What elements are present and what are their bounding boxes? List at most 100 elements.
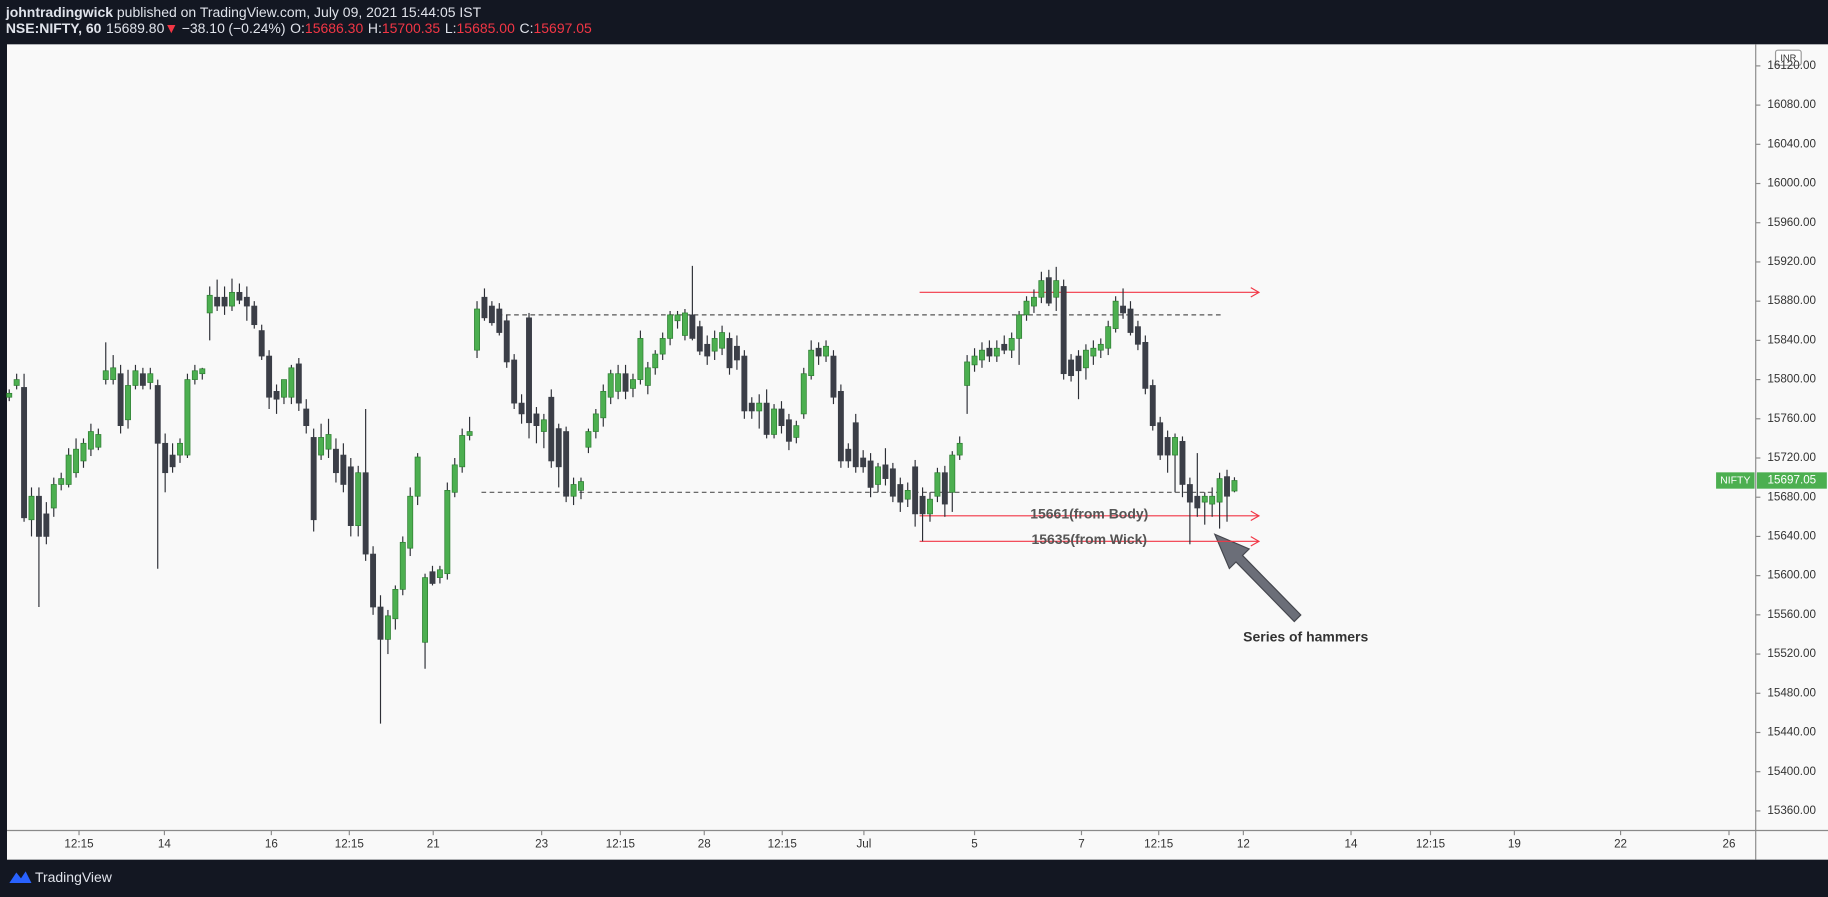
candle-body — [199, 368, 206, 375]
candle-body — [652, 353, 659, 369]
candle-body — [927, 498, 933, 515]
candle-body — [644, 367, 651, 386]
candle-body — [1053, 280, 1060, 298]
candle-body — [451, 464, 458, 493]
candle-body — [956, 442, 963, 456]
x-tick-label: 19 — [1508, 838, 1521, 851]
y-tick-label: 15760.00 — [1767, 412, 1816, 425]
candle-body — [80, 442, 87, 462]
candle-body — [756, 402, 763, 412]
y-tick-label: 15640.00 — [1767, 530, 1816, 543]
candle-body — [332, 448, 339, 474]
ohlc-value: 15697.05 — [534, 20, 593, 36]
x-tick-label: 7 — [1078, 838, 1084, 851]
candle-body — [719, 332, 726, 349]
direction: ▼ — [164, 20, 178, 36]
candle-body — [474, 308, 480, 351]
candle-body — [399, 541, 406, 590]
candle-body — [578, 481, 584, 491]
candle-body — [1016, 314, 1023, 339]
candle-body — [1142, 341, 1149, 389]
candle-body — [1157, 422, 1164, 456]
ohlc-value: 15686.30 — [305, 20, 364, 36]
candle-body — [488, 305, 495, 324]
y-tick-label: 15840.00 — [1767, 333, 1816, 346]
publish-line: johntradingwick published on TradingView… — [5, 4, 482, 20]
x-tick-label: 23 — [535, 838, 548, 851]
candle-body — [630, 379, 636, 389]
candle-body — [184, 379, 191, 456]
candle-body — [823, 345, 829, 357]
candle-body — [1008, 338, 1015, 351]
candle-body — [919, 495, 926, 515]
candle-body — [964, 361, 971, 386]
y-tick-label: 15600.00 — [1767, 569, 1816, 582]
x-tick-label: 12 — [1237, 838, 1250, 851]
candle-body — [808, 349, 815, 377]
candle-body — [295, 363, 302, 404]
candle-body — [177, 442, 183, 456]
candle-body — [169, 454, 176, 468]
candle-body — [726, 338, 733, 369]
candle-body — [934, 472, 941, 497]
symbol-line: NSE:NIFTY, 60 15689.80▼ −38.10 (−0.24%) O:15… — [6, 20, 592, 36]
x-tick-label: 12:15 — [1416, 838, 1445, 851]
last-price-box — [1756, 472, 1827, 489]
candle-body — [28, 495, 35, 521]
candle-body — [526, 317, 532, 424]
note: Series of hammers — [1243, 629, 1368, 645]
y-tick-label: 16120.00 — [1767, 59, 1816, 72]
arrow-head — [1250, 287, 1261, 298]
y-tick-label: 15440.00 — [1767, 726, 1816, 739]
candle-body — [830, 355, 837, 398]
candle-body — [696, 326, 703, 352]
candle-body — [1201, 495, 1208, 503]
candle-body — [793, 425, 800, 438]
y-tick-label: 15360.00 — [1767, 804, 1816, 817]
ohlc-key: H: — [368, 20, 382, 36]
candle-body — [548, 396, 555, 462]
candle-body — [110, 367, 117, 380]
x-tick-label: 12:15 — [1144, 838, 1173, 851]
candle-body — [867, 460, 874, 488]
candle-body — [800, 373, 807, 415]
candle-body — [1186, 484, 1193, 503]
candle-body — [1194, 495, 1201, 509]
author: johntradingwick — [5, 4, 113, 20]
price: 15689.80 — [106, 20, 165, 36]
y-tick-label: 15520.00 — [1767, 647, 1816, 660]
candle-body — [154, 385, 161, 444]
change-pct: (−0.24%) — [228, 20, 285, 36]
y-tick-label: 16040.00 — [1767, 137, 1816, 150]
candle-body — [815, 347, 822, 357]
candle-body — [251, 305, 258, 326]
ohlc-value: 15685.00 — [457, 20, 516, 36]
candle-body — [340, 454, 347, 485]
candle-body — [281, 379, 287, 398]
last-price: 15697.05 — [1768, 474, 1817, 487]
arrow-head — [1250, 510, 1261, 522]
candle-body — [533, 413, 540, 427]
y-tick-label: 15880.00 — [1767, 294, 1816, 307]
candle-body — [303, 408, 310, 427]
candle-body — [689, 314, 696, 339]
candle-body — [1045, 277, 1052, 304]
candle-body — [771, 408, 778, 435]
candle-body — [318, 437, 325, 456]
candle-body — [904, 490, 911, 500]
candle-body — [496, 308, 503, 333]
arrow-head — [1250, 536, 1261, 547]
candle-body — [65, 454, 72, 485]
y-tick-label: 15800.00 — [1767, 373, 1816, 386]
candle-body — [132, 370, 139, 386]
candle-body — [214, 296, 221, 307]
candle-body — [384, 615, 391, 640]
candle-body — [971, 355, 978, 366]
candle-body — [1090, 347, 1097, 357]
candle-body — [659, 338, 666, 355]
candle-body — [6, 392, 13, 398]
candle-body — [102, 370, 109, 380]
candle-body — [243, 296, 250, 307]
symbol-tag: NIFTY — [1720, 475, 1750, 486]
